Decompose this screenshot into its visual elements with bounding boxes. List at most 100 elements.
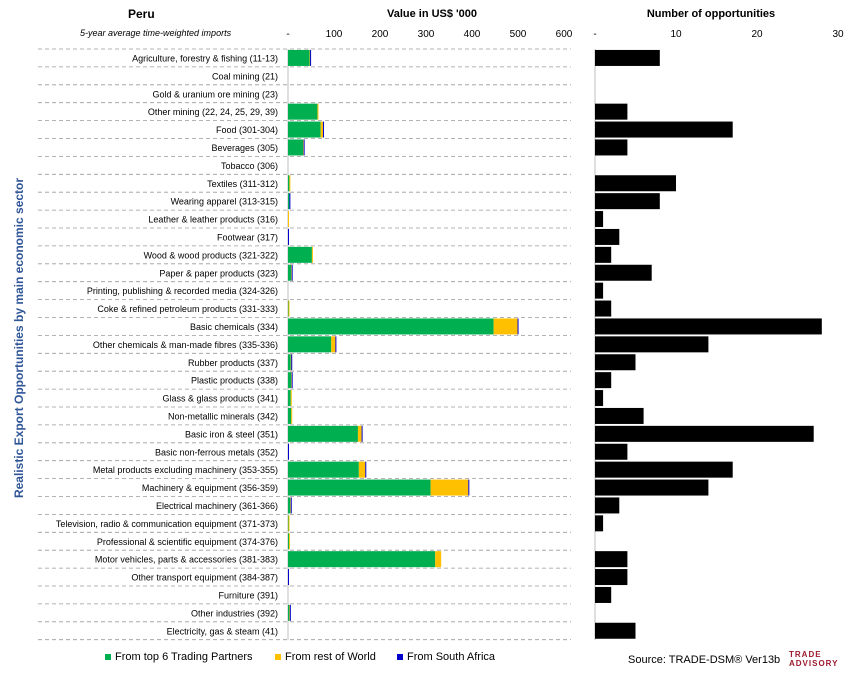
- category-label: Paper & paper products (323): [159, 268, 278, 278]
- bar-rest-segment: [357, 425, 362, 442]
- category-label: Other chemicals & man-made fibres (335-3…: [93, 340, 278, 350]
- value-tick-label: 200: [372, 29, 389, 40]
- bar-sa-segment: [291, 354, 293, 371]
- opportunity-bar: [595, 318, 822, 335]
- category-label: Gold & uranium ore mining (23): [152, 89, 278, 99]
- bar-sa-segment: [468, 479, 470, 496]
- bar-top6-segment: [288, 264, 292, 281]
- bar-top6-segment: [288, 390, 291, 407]
- bar-rest-segment: [291, 407, 293, 424]
- bar-top6-segment: [288, 139, 304, 156]
- category-labels: Agriculture, forestry & fishing (11-13) C…: [56, 53, 278, 636]
- bar-top6-segment: [288, 121, 321, 138]
- category-label: Coal mining (21): [212, 71, 278, 81]
- legend-rest: From rest of World: [275, 651, 376, 663]
- opportunity-bar: [595, 282, 604, 299]
- legend-swatch-green: [105, 654, 111, 660]
- legend-label-top6: From top 6 Trading Partners: [115, 651, 253, 663]
- category-label: Other industries (392): [191, 608, 278, 618]
- legend-label-sa: From South Africa: [407, 651, 496, 663]
- opportunity-bar: [595, 443, 628, 460]
- bar-top6-segment: [288, 103, 318, 120]
- category-label: Agriculture, forestry & fishing (11-13): [132, 53, 278, 63]
- opportunity-bar: [595, 622, 636, 639]
- category-label: Electrical machinery (361-366): [156, 501, 278, 511]
- category-label: Metal products excluding machinery (353-…: [93, 465, 278, 475]
- opportunity-bar: [595, 139, 628, 156]
- category-label: Other transport equipment (384-387): [131, 573, 278, 583]
- bar-rest-segment: [435, 551, 442, 568]
- bar-rest-segment: [288, 300, 290, 317]
- bar-sa-segment: [288, 443, 289, 460]
- legend-sa: From South Africa: [397, 651, 495, 663]
- legend-label-rest: From rest of World: [285, 651, 376, 663]
- bar-rest-segment: [290, 390, 292, 407]
- bar-top6-segment: [288, 354, 291, 371]
- bar-top6-segment: [288, 175, 290, 192]
- category-label: Other mining (22, 24, 25, 29, 39): [148, 107, 278, 117]
- opportunity-bar: [595, 336, 709, 353]
- value-tick-label: 400: [464, 29, 481, 40]
- bar-rest-segment: [331, 336, 336, 353]
- bar-top6-segment: [288, 407, 292, 424]
- category-label: Machinery & equipment (356-359): [142, 483, 278, 493]
- trade-advisory-logo: TRADE ADVISORY: [789, 650, 838, 668]
- value-tick-label: 300: [418, 29, 435, 40]
- logo-line-1: TRADE: [789, 650, 822, 659]
- opportunity-bar: [595, 300, 612, 317]
- category-label: Textiles (311-312): [207, 179, 278, 189]
- bar-top6-segment: [288, 425, 358, 442]
- opportunity-bar: [595, 175, 676, 192]
- category-label: Basic non-ferrous metals (352): [155, 447, 278, 457]
- bar-top6-segment: [288, 193, 290, 210]
- opportunity-bar: [595, 211, 604, 228]
- bar-sa-segment: [310, 49, 312, 66]
- opportunity-bar: [595, 193, 660, 210]
- source-note: Source: TRADE-DSM® Ver13b: [628, 654, 781, 666]
- opportunity-bar: [595, 49, 660, 66]
- opportunity-bar: [595, 515, 604, 532]
- bar-top6-segment: [288, 497, 291, 514]
- value-chart: - 100 200 300 400 500 600: [286, 29, 573, 621]
- category-label: Footwear (317): [217, 232, 278, 242]
- category-label: Glass & glass products (341): [162, 394, 278, 404]
- category-label: Food (301-304): [216, 125, 278, 135]
- bar-rest-segment: [493, 318, 518, 335]
- bar-rest-segment: [311, 246, 313, 263]
- opportunity-bar: [595, 479, 709, 496]
- country-title: Peru: [128, 7, 155, 21]
- category-label: Motor vehicles, parts & accessories (381…: [95, 555, 278, 565]
- opportunity-bar: [595, 246, 612, 263]
- opportunity-bar: [595, 390, 604, 407]
- opportunity-bar: [595, 425, 814, 442]
- bar-sa-segment: [289, 193, 291, 210]
- opportunity-bar: [595, 586, 612, 603]
- opportunity-bar: [595, 354, 636, 371]
- category-label: Leather & leather products (316): [148, 215, 278, 225]
- bar-sa-segment: [290, 497, 292, 514]
- bar-sa-segment: [291, 264, 293, 281]
- opportunity-bar: [595, 569, 628, 586]
- bar-top6-segment: [288, 551, 436, 568]
- bar-sa-segment: [322, 121, 324, 138]
- opportunity-bar: [595, 407, 644, 424]
- opportunities-tick-label: 20: [751, 29, 763, 40]
- bar-rest-segment: [288, 515, 290, 532]
- bar-rest-segment: [288, 211, 289, 228]
- opportunities-chart-title: Number of opportunities: [646, 8, 776, 20]
- value-tick-label: -: [286, 29, 289, 40]
- legend-swatch-yellow: [275, 654, 281, 660]
- bar-sa-segment: [517, 318, 519, 335]
- subtitle: 5-year average time-weighted imports: [80, 28, 232, 38]
- bar-rest-segment: [289, 175, 291, 192]
- bar-sa-segment: [289, 604, 291, 621]
- category-label: Coke & refined petroleum products (331-3…: [97, 304, 278, 314]
- value-tick-label: 600: [556, 29, 573, 40]
- bar-top6-segment: [288, 372, 292, 389]
- bar-rest-segment: [317, 103, 319, 120]
- opportunity-bar: [595, 372, 612, 389]
- bar-top6-segment: [288, 533, 289, 550]
- opportunities-tick-label: 30: [832, 29, 844, 40]
- bar-top6-segment: [288, 604, 290, 621]
- bar-top6-segment: [288, 246, 312, 263]
